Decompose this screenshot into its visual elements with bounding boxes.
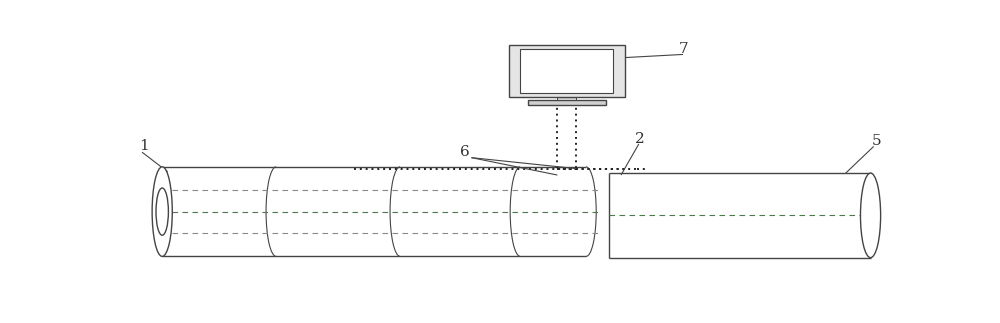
Text: 5: 5 — [871, 134, 881, 148]
Text: 6: 6 — [460, 145, 470, 159]
Bar — [528, 100, 606, 105]
Text: 7: 7 — [679, 42, 689, 56]
Bar — [509, 45, 625, 97]
Text: 1: 1 — [139, 139, 149, 153]
Bar — [557, 96, 576, 100]
Ellipse shape — [156, 188, 168, 235]
Bar — [520, 49, 613, 93]
Text: 2: 2 — [635, 132, 645, 146]
Ellipse shape — [152, 167, 172, 256]
Ellipse shape — [860, 173, 881, 258]
